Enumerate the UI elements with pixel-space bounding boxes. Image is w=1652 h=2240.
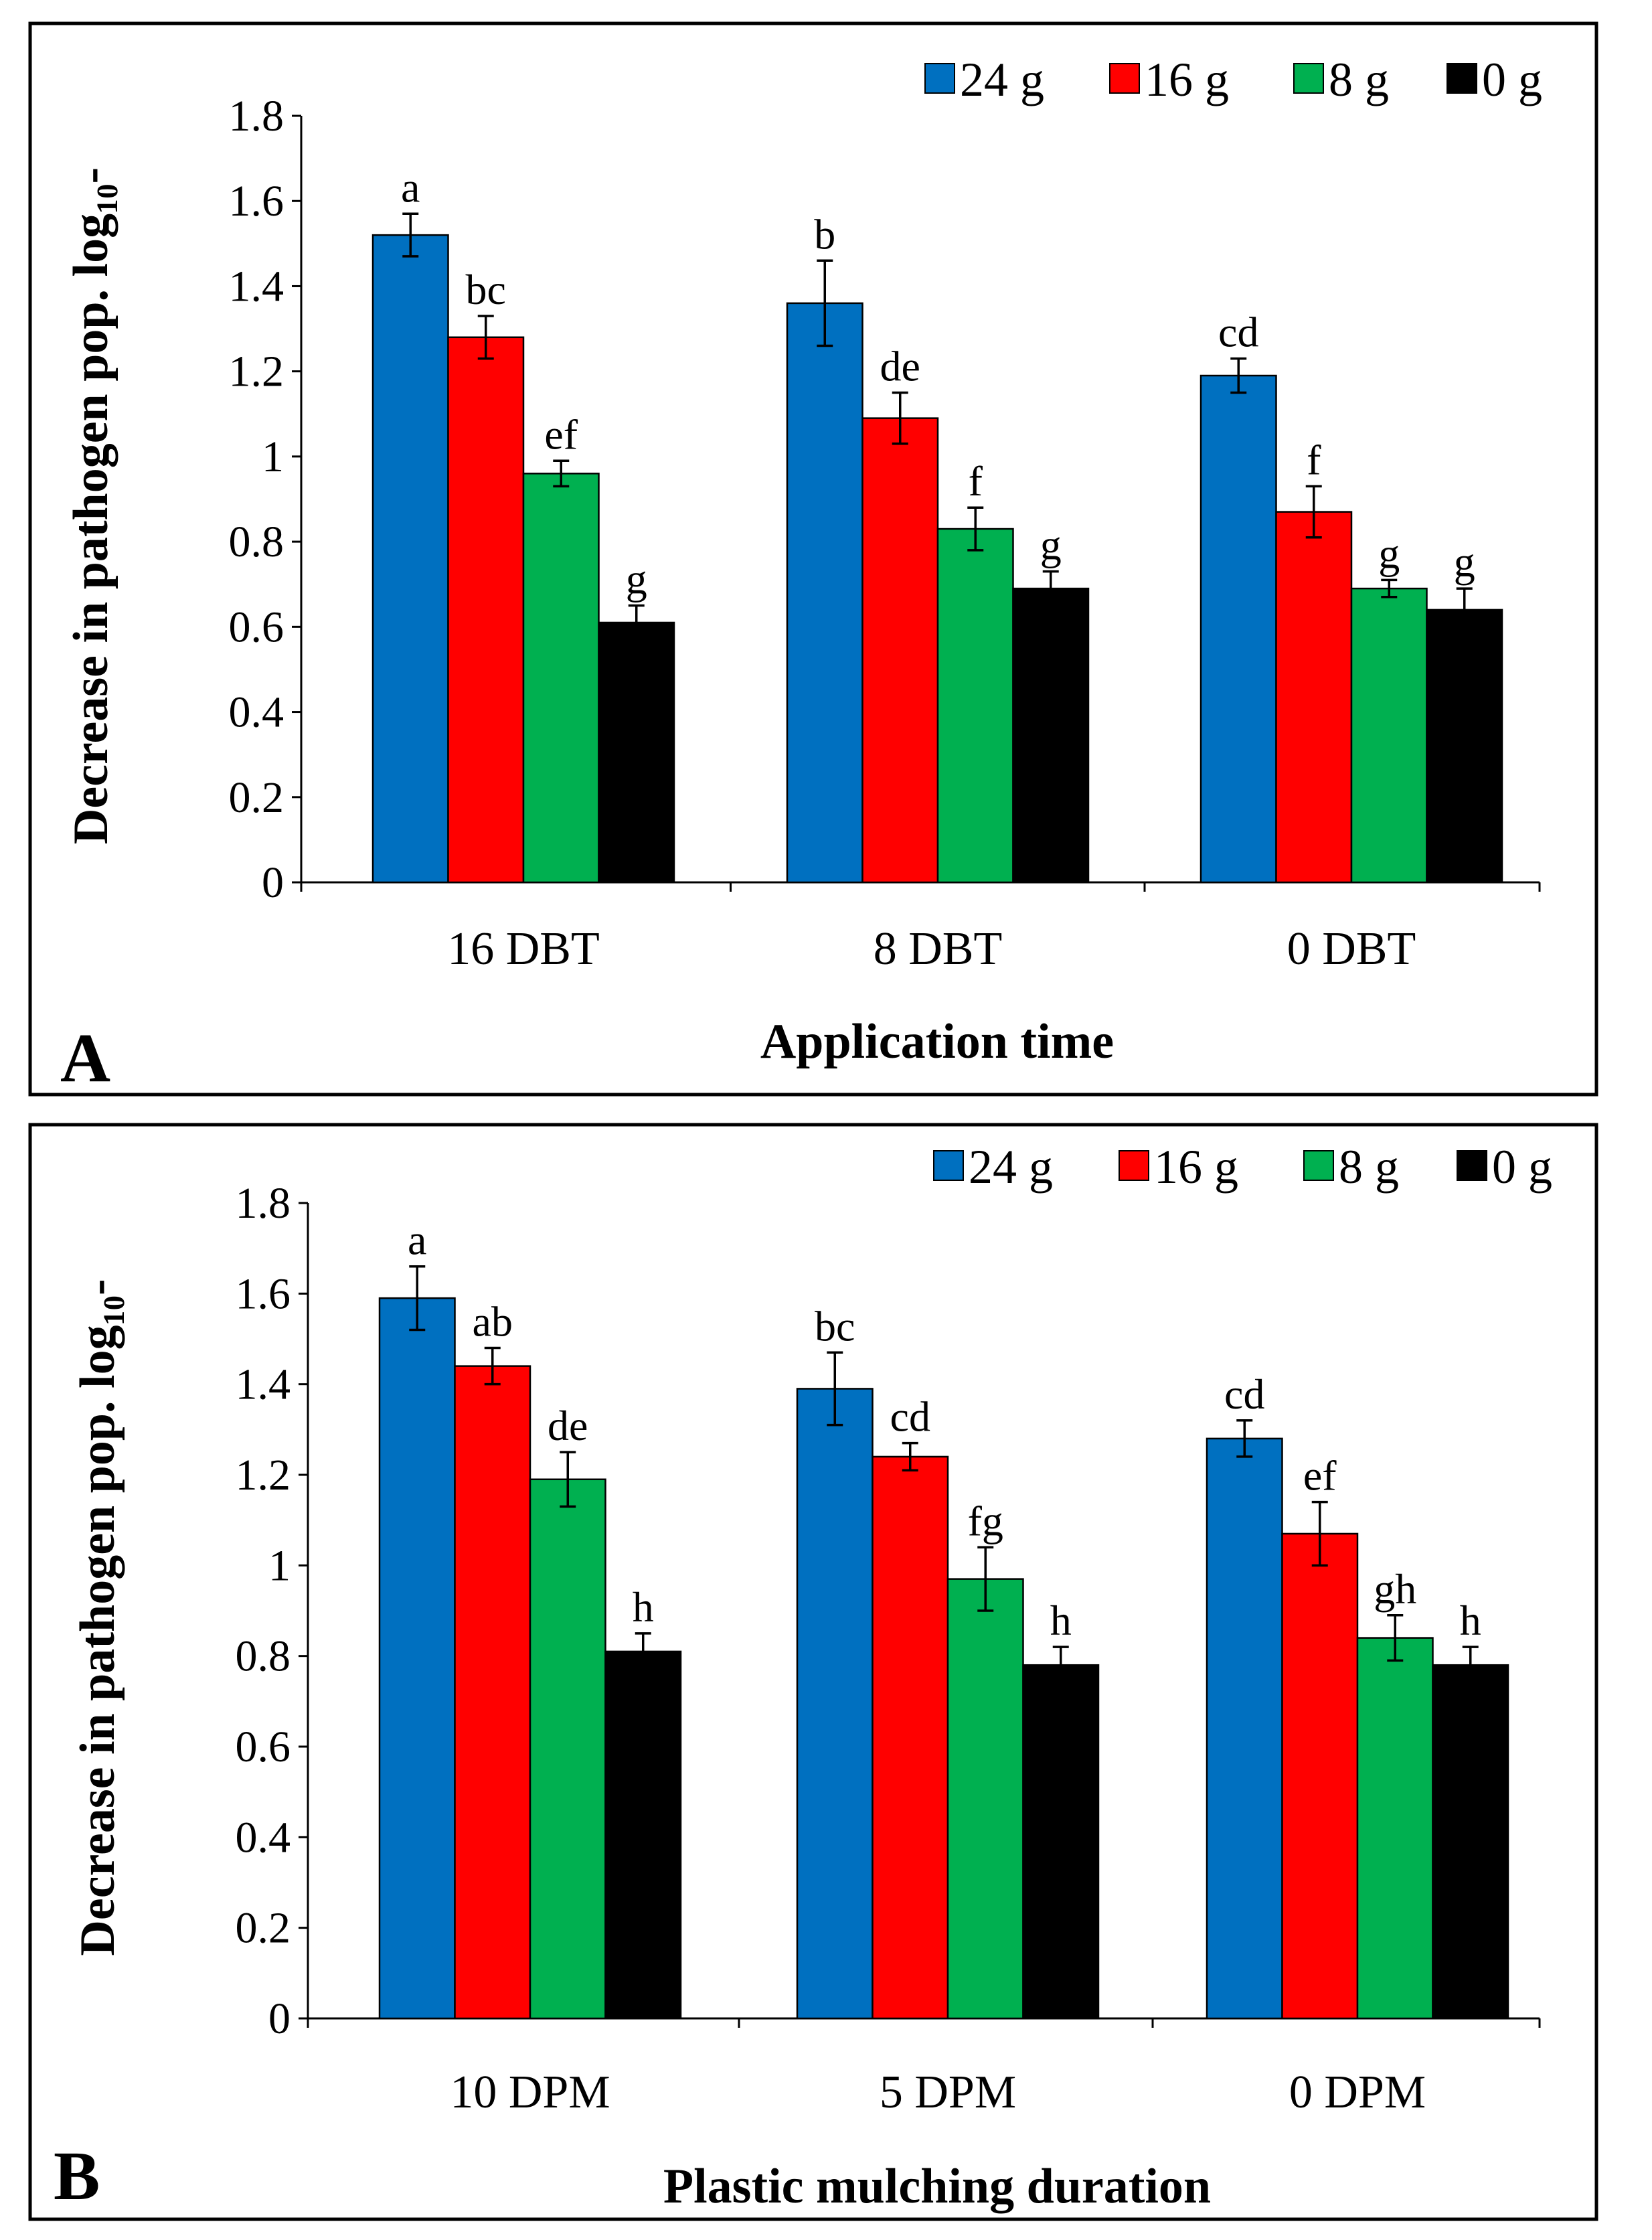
significance-label: fg <box>968 1497 1003 1544</box>
y-tick-label: 0.8 <box>236 1632 291 1681</box>
bar <box>861 417 939 884</box>
significance-label: h <box>1460 1597 1481 1644</box>
significance-label: cd <box>1224 1370 1264 1418</box>
y-tick-label: 1.4 <box>236 1360 291 1409</box>
y-axis-title: Decrease in pathogen pop. log₁₀- <box>64 167 118 844</box>
significance-label: f <box>969 457 983 505</box>
y-tick-label: 0.2 <box>229 773 284 822</box>
significance-label: bc <box>815 1302 855 1350</box>
bar <box>1275 511 1353 884</box>
panel-b: 0 0.2 0.4 0.6 0.8 1 1.2 1.4 1.6 1.8 aab de h 10 DPM bc… <box>28 1123 1598 2221</box>
y-tick-label: 0.8 <box>229 517 284 566</box>
bar <box>447 336 525 884</box>
significance-label: de <box>548 1402 588 1449</box>
legend-swatch <box>933 1150 964 1181</box>
significance-label: a <box>408 1216 426 1264</box>
bar <box>378 1297 456 2020</box>
legend-label: 0 g <box>1492 1140 1552 1194</box>
legend-swatch <box>1447 63 1477 94</box>
significance-label: g <box>1378 530 1400 577</box>
significance-label: bc <box>466 266 506 313</box>
significance-label: ab <box>473 1298 513 1346</box>
significance-label: cd <box>890 1393 930 1441</box>
y-tick-label: 1.2 <box>229 347 284 396</box>
bar <box>872 1455 949 2020</box>
x-tick-label: 0 DBT <box>1287 923 1416 975</box>
y-tick-label: 0 <box>262 858 284 907</box>
bar <box>796 1388 874 2020</box>
significance-label: h <box>633 1583 654 1631</box>
bar <box>1012 587 1090 884</box>
bar <box>1426 609 1503 884</box>
significance-label: f <box>1307 436 1321 483</box>
y-tick-label: 1.8 <box>229 92 284 141</box>
significance-label: cd <box>1218 309 1258 356</box>
y-tick-label: 0.4 <box>229 688 284 737</box>
significance-label: g <box>626 556 647 603</box>
legend-swatch <box>1109 63 1140 94</box>
bar <box>1350 587 1428 884</box>
bar <box>1206 1437 1283 2020</box>
bar <box>946 1578 1024 2020</box>
bar <box>1200 374 1277 884</box>
bar <box>1356 1637 1434 2020</box>
legend-swatch <box>1303 1150 1334 1181</box>
significance-label: h <box>1050 1597 1072 1644</box>
significance-label: g <box>1040 522 1062 569</box>
legend-label: 24 g <box>969 1140 1053 1194</box>
x-tick-label: 8 DBT <box>874 923 1003 975</box>
y-tick-label: 1.8 <box>236 1179 291 1228</box>
x-tick-label: 5 DPM <box>880 2067 1016 2118</box>
bar <box>454 1365 531 2020</box>
y-tick-label: 1.4 <box>229 262 284 311</box>
panel-a: 0 0.2 0.4 0.6 0.8 1 1.2 1.4 1.6 1.8 a bc ef g 16 DBT b d… <box>28 21 1598 1097</box>
significance-label: ef <box>1303 1452 1337 1500</box>
legend-label: 8 g <box>1339 1140 1399 1194</box>
panel-label: B <box>54 2138 100 2215</box>
bar <box>1281 1532 1359 2020</box>
y-axis-title: Decrease in pathogen pop. log₁₀- <box>70 1279 125 1955</box>
significance-label: de <box>880 342 920 390</box>
x-axis-title: Application time <box>760 1014 1114 1069</box>
significance-label: b <box>814 210 835 258</box>
x-axis-title: Plastic mulching duration <box>663 2159 1211 2214</box>
significance-label: gh <box>1374 1565 1416 1613</box>
y-tick-label: 0.6 <box>229 603 284 651</box>
y-tick-label: 1.2 <box>236 1451 291 1500</box>
legend-label: 8 g <box>1329 53 1389 106</box>
panel-label: A <box>60 1020 110 1097</box>
legend-swatch <box>1119 1150 1149 1181</box>
bar <box>1432 1664 1509 2020</box>
y-tick-label: 1 <box>268 1541 291 1590</box>
x-tick-label: 16 DBT <box>447 923 600 975</box>
legend-label: 0 g <box>1482 53 1542 106</box>
significance-label: g <box>1454 538 1475 586</box>
significance-label: a <box>401 163 420 211</box>
bar <box>598 621 675 884</box>
y-tick-label: 1.6 <box>236 1269 291 1318</box>
significance-label: ef <box>544 410 578 458</box>
x-tick-label: 0 DPM <box>1289 2067 1426 2118</box>
bar <box>529 1478 606 2020</box>
bar <box>604 1650 682 2020</box>
legend-label: 24 g <box>960 53 1044 106</box>
x-tick-label: 10 DPM <box>450 2067 610 2118</box>
legend-swatch <box>1457 1150 1487 1181</box>
y-tick-label: 0 <box>268 1994 291 2043</box>
bar <box>371 234 449 884</box>
legend-label: 16 g <box>1154 1140 1238 1194</box>
bar <box>522 473 600 884</box>
legend-label: 16 g <box>1145 53 1229 106</box>
legend-swatch <box>1293 63 1324 94</box>
bar <box>1022 1664 1100 2020</box>
legend-swatch <box>924 63 955 94</box>
y-tick-label: 0.4 <box>236 1813 291 1862</box>
y-tick-label: 1.6 <box>229 177 284 226</box>
bar <box>936 528 1014 884</box>
y-tick-label: 1 <box>262 432 284 481</box>
y-tick-label: 0.6 <box>236 1723 291 1771</box>
y-tick-label: 0.2 <box>236 1904 291 1953</box>
bar <box>786 302 863 884</box>
